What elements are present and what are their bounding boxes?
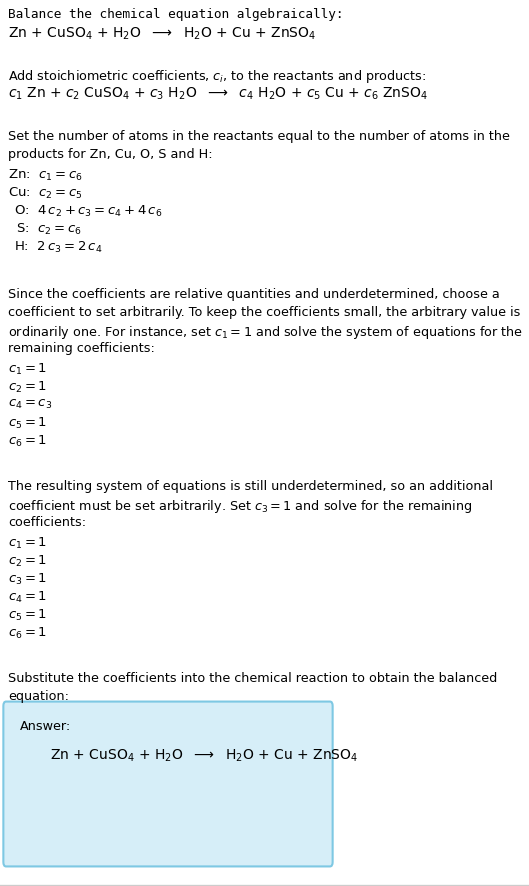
Text: coefficient to set arbitrarily. To keep the coefficients small, the arbitrary va: coefficient to set arbitrarily. To keep … (8, 306, 521, 319)
Text: $c_1 = 1$: $c_1 = 1$ (8, 536, 47, 551)
Text: H:  $2\,c_3 = 2\,c_4$: H: $2\,c_3 = 2\,c_4$ (14, 240, 103, 255)
Text: remaining coefficients:: remaining coefficients: (8, 342, 155, 355)
Text: Zn + CuSO$_4$ + H$_2$O  $\longrightarrow$  H$_2$O + Cu + ZnSO$_4$: Zn + CuSO$_4$ + H$_2$O $\longrightarrow$… (8, 26, 316, 43)
Text: coefficient must be set arbitrarily. Set $c_3 = 1$ and solve for the remaining: coefficient must be set arbitrarily. Set… (8, 498, 472, 515)
Text: $c_1$ Zn + $c_2$ CuSO$_4$ + $c_3$ H$_2$O  $\longrightarrow$  $c_4$ H$_2$O + $c_5: $c_1$ Zn + $c_2$ CuSO$_4$ + $c_3$ H$_2$O… (8, 86, 428, 103)
Text: $c_2 = 1$: $c_2 = 1$ (8, 554, 47, 569)
Text: equation:: equation: (8, 690, 69, 703)
Text: Zn:  $c_1 = c_6$: Zn: $c_1 = c_6$ (8, 168, 83, 183)
Text: $c_2 = 1$: $c_2 = 1$ (8, 380, 47, 395)
Text: coefficients:: coefficients: (8, 516, 86, 529)
Text: Set the number of atoms in the reactants equal to the number of atoms in the: Set the number of atoms in the reactants… (8, 130, 510, 143)
Text: $c_6 = 1$: $c_6 = 1$ (8, 434, 47, 449)
Text: $c_5 = 1$: $c_5 = 1$ (8, 608, 47, 623)
Text: The resulting system of equations is still underdetermined, so an additional: The resulting system of equations is sti… (8, 480, 493, 493)
FancyBboxPatch shape (3, 702, 333, 867)
Text: S:  $c_2 = c_6$: S: $c_2 = c_6$ (16, 222, 81, 237)
Text: $c_1 = 1$: $c_1 = 1$ (8, 362, 47, 377)
Text: $c_4 = c_3$: $c_4 = c_3$ (8, 398, 52, 411)
Text: Since the coefficients are relative quantities and underdetermined, choose a: Since the coefficients are relative quan… (8, 288, 500, 301)
Text: $c_5 = 1$: $c_5 = 1$ (8, 416, 47, 431)
Text: Answer:: Answer: (20, 720, 71, 733)
Text: Zn + CuSO$_4$ + H$_2$O  $\longrightarrow$  H$_2$O + Cu + ZnSO$_4$: Zn + CuSO$_4$ + H$_2$O $\longrightarrow$… (50, 748, 358, 765)
Text: ordinarily one. For instance, set $c_1 = 1$ and solve the system of equations fo: ordinarily one. For instance, set $c_1 =… (8, 324, 523, 341)
Text: Balance the chemical equation algebraically:: Balance the chemical equation algebraica… (8, 8, 343, 21)
Text: $c_4 = 1$: $c_4 = 1$ (8, 590, 47, 605)
Text: Substitute the coefficients into the chemical reaction to obtain the balanced: Substitute the coefficients into the che… (8, 672, 497, 685)
Text: $c_6 = 1$: $c_6 = 1$ (8, 626, 47, 641)
Text: $c_3 = 1$: $c_3 = 1$ (8, 572, 47, 587)
Text: O:  $4\,c_2 + c_3 = c_4 + 4\,c_6$: O: $4\,c_2 + c_3 = c_4 + 4\,c_6$ (14, 204, 162, 219)
Text: products for Zn, Cu, O, S and H:: products for Zn, Cu, O, S and H: (8, 148, 213, 161)
Text: Cu:  $c_2 = c_5$: Cu: $c_2 = c_5$ (8, 186, 83, 201)
Text: Add stoichiometric coefficients, $c_i$, to the reactants and products:: Add stoichiometric coefficients, $c_i$, … (8, 68, 426, 85)
